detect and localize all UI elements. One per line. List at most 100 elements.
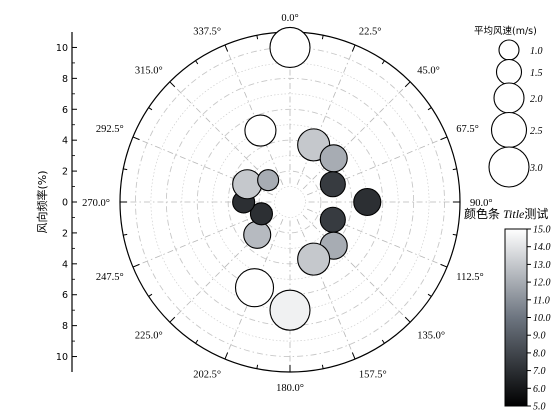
outer-tick-19 (195, 339, 199, 344)
outer-tick-2 (351, 44, 356, 52)
grid-spoke-11 (132, 208, 274, 268)
radial-tick-label-1: 8 (62, 74, 68, 85)
outer-tick-12 (404, 316, 411, 323)
angular-label-11: 247.5° (96, 272, 124, 283)
angular-label-10: 225.0° (135, 330, 163, 341)
data-point-9 (234, 268, 275, 308)
angular-label-13: 292.5° (96, 124, 124, 135)
colorbar-tick-label-7: 8.0 (533, 348, 546, 359)
data-points (232, 26, 382, 331)
radial-tick-label-10: 10 (56, 352, 68, 363)
angular-label-4: 90.0° (470, 198, 493, 209)
data-point-3 (319, 171, 346, 198)
data-point-2 (319, 144, 348, 173)
size-legend-circle-3 (490, 111, 528, 149)
outer-tick-15 (321, 364, 324, 369)
outer-tick-4 (404, 81, 411, 88)
outer-tick-7 (452, 168, 457, 171)
outer-tick-20 (169, 316, 176, 323)
outer-tick-31 (256, 35, 259, 40)
size-legend-circle-1 (495, 58, 523, 86)
outer-tick-14 (351, 352, 356, 360)
outer-tick-26 (132, 136, 140, 141)
size-legend-label-1: 1.5 (530, 68, 543, 79)
size-legend-circle-4 (488, 146, 530, 188)
outer-tick-29 (195, 60, 199, 65)
radial-axis-label: 风向频率(%) (35, 170, 49, 233)
grid-spoke-10 (169, 214, 278, 323)
size-legend: 平均风速(m/s) 1.0 1.5 2.0 2.5 3.0 (474, 25, 543, 188)
radial-tick-label-4: 2 (62, 167, 68, 178)
grid-spoke-3 (306, 136, 448, 196)
data-point-15 (244, 114, 277, 147)
outer-tick-13 (381, 339, 385, 344)
angular-label-1: 22.5° (359, 27, 382, 38)
grid-circle-1 (274, 186, 306, 218)
grid-spoke-14 (169, 81, 278, 190)
radial-tick-label-9: 8 (62, 321, 68, 332)
angular-tick-labels: 0.0° 22.5° 45.0° 67.5° 90.0° 112.5° 135.0° 157.… (82, 13, 492, 394)
radial-tick-label-0: 10 (56, 43, 68, 54)
colorbar-tick-label-6: 9.0 (533, 331, 546, 342)
colorbar-tick-label-9: 6.0 (533, 384, 546, 395)
outer-tick-25 (123, 168, 128, 171)
outer-tick-30 (224, 44, 229, 52)
radial-tick-label-8: 6 (62, 290, 68, 301)
size-legend-title: 平均风速(m/s) (474, 25, 537, 37)
angular-label-12: 270.0° (82, 198, 110, 209)
polar-grid (119, 31, 461, 373)
grid-circle-7 (181, 93, 399, 311)
size-legend-label-3: 2.5 (530, 126, 543, 137)
radial-tick-label-7: 4 (62, 259, 68, 270)
data-point-13 (232, 169, 263, 200)
grid-spoke-6 (302, 214, 411, 323)
grid-spoke-1 (296, 44, 356, 186)
outer-tick-6 (440, 136, 448, 141)
size-legend-circle-0 (498, 39, 520, 61)
outer-tick-22 (132, 263, 140, 268)
outer-tick-18 (224, 352, 229, 360)
angular-label-5: 112.5° (456, 272, 483, 283)
size-legend-label-2: 2.0 (530, 94, 543, 105)
radial-tick-label-6: 2 (62, 228, 68, 239)
colorbar-title: 颜色条 Title测试 (464, 206, 548, 221)
angular-label-14: 315.0° (135, 66, 163, 77)
grid-spoke-13 (132, 136, 274, 196)
data-point-7 (297, 242, 331, 276)
outer-tick-21 (148, 293, 153, 297)
grid-spoke-15 (224, 44, 284, 186)
outer-tick-1 (321, 35, 324, 40)
colorbar-tick-label-4: 11.0 (533, 295, 550, 306)
outer-tick-28 (169, 81, 176, 88)
grid-spoke-9 (224, 218, 284, 360)
data-point-8 (269, 289, 311, 331)
colorbar-tick-label-2: 13.0 (533, 260, 551, 271)
data-point-14 (257, 169, 280, 192)
colorbar-title-part-2: Title (503, 207, 525, 221)
radial-tick-label-3: 4 (62, 136, 68, 147)
colorbar-gradient (504, 228, 528, 407)
outer-tick-23 (123, 233, 128, 236)
outer-tick-27 (148, 107, 153, 111)
size-legend-label-4: 3.0 (529, 163, 543, 174)
colorbar-title-part-1: 颜色条 (464, 206, 503, 221)
angular-label-9: 202.5° (193, 369, 221, 380)
angular-label-6: 135.0° (417, 330, 445, 341)
grid-spoke-5 (306, 208, 448, 268)
colorbar-tick-label-1: 14.0 (533, 242, 551, 253)
radial-axis: 10 8 6 4 2 0 2 4 6 8 10 (56, 32, 77, 372)
data-point-5 (319, 206, 346, 233)
colorbar-tick-label-10: 5.0 (533, 402, 546, 413)
outer-tick-11 (427, 293, 432, 297)
size-legend-label-0: 1.0 (530, 46, 543, 57)
data-point-0 (269, 26, 311, 69)
angular-label-7: 157.5° (359, 369, 387, 380)
grid-spoke-2 (302, 81, 411, 190)
colorbar-tick-label-8: 7.0 (533, 366, 546, 377)
radial-tick-label-5: 0 (62, 198, 68, 209)
grid-circle-2 (258, 170, 322, 234)
outer-tick-17 (256, 364, 259, 369)
angular-label-0: 0.0° (281, 13, 298, 24)
outer-tick-3 (381, 60, 385, 65)
